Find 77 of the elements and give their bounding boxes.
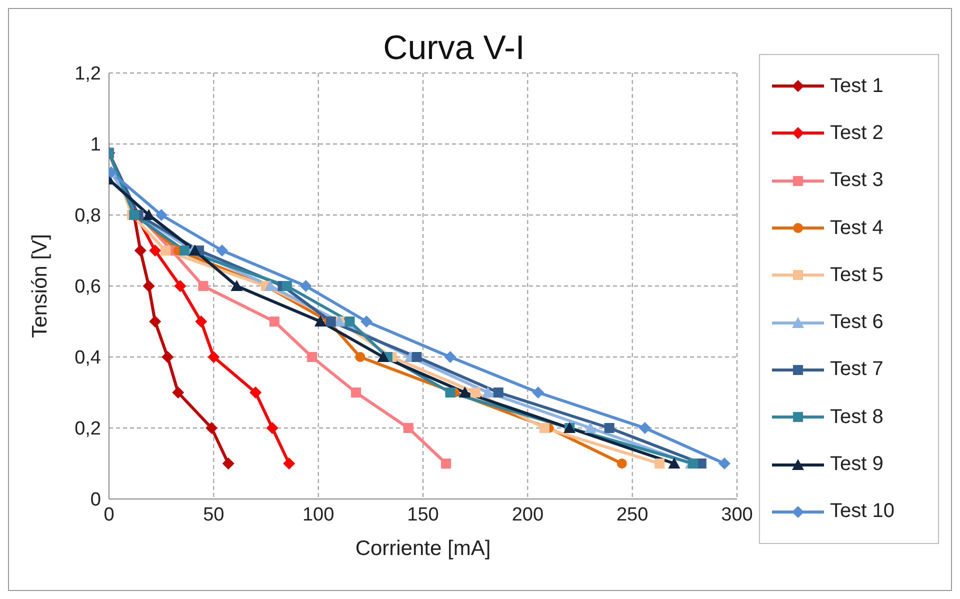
x-tick-label: 300 [721, 504, 753, 526]
point [149, 316, 162, 328]
point [444, 351, 456, 363]
point [616, 458, 627, 468]
point [360, 316, 372, 328]
chart-title: Curva V-I [382, 29, 526, 68]
legend-label: Test 2 [830, 122, 884, 145]
point [351, 388, 362, 398]
point [412, 352, 422, 362]
point [283, 458, 296, 470]
point [718, 458, 730, 470]
y-tick-label: 0,4 [74, 348, 102, 369]
point [160, 246, 171, 256]
point [532, 386, 544, 398]
point [142, 280, 155, 292]
point [250, 386, 262, 398]
point [688, 458, 698, 468]
point [134, 244, 146, 256]
x-axis-title: Corriente [mA] [355, 537, 491, 560]
x-tick-label: 0 [104, 504, 114, 526]
point [314, 316, 326, 326]
x-tick-label: 200 [512, 504, 544, 526]
x-tick-label: 150 [407, 504, 439, 526]
y-tick-label: 0,2 [74, 418, 101, 440]
point [668, 458, 680, 468]
point [307, 352, 318, 362]
point [604, 423, 614, 433]
x-tick-label: 100 [302, 504, 334, 526]
legend-label: Test 1 [830, 74, 884, 98]
point [355, 352, 366, 362]
x-tick-label: 250 [616, 504, 648, 526]
y-tick-label: 1 [90, 134, 101, 156]
point [179, 246, 190, 256]
point [470, 388, 480, 398]
x-tick-label: 50 [203, 504, 224, 526]
point [458, 386, 471, 398]
point [216, 244, 228, 256]
legend-label: Test 5 [830, 264, 884, 287]
point [149, 244, 162, 256]
point [208, 351, 220, 363]
point [539, 423, 550, 433]
point [172, 386, 184, 398]
point [493, 388, 504, 398]
legend-label: Test 9 [830, 453, 884, 476]
y-tick-label: 0,8 [74, 206, 101, 227]
legend-label: Test 10 [830, 500, 894, 524]
point [264, 280, 276, 291]
y-tick-label: 0,6 [74, 276, 101, 298]
point [300, 280, 312, 292]
point [269, 316, 280, 326]
point [174, 280, 186, 292]
point [222, 458, 234, 470]
legend-label: Test 6 [830, 311, 884, 334]
y-tick-label: 0 [90, 490, 101, 511]
point [584, 422, 596, 433]
point [282, 281, 292, 291]
point [441, 458, 452, 468]
point [266, 422, 278, 434]
legend-label: Test 7 [830, 358, 884, 382]
point [654, 458, 665, 468]
point [206, 422, 218, 434]
point [638, 422, 651, 434]
point [198, 281, 208, 291]
point [162, 351, 174, 363]
point [344, 316, 355, 326]
point [155, 209, 168, 221]
y-tick-label: 1,2 [74, 64, 101, 85]
legend-label: Test 4 [830, 216, 884, 240]
point [403, 423, 414, 433]
legend-label: Test 3 [830, 169, 884, 192]
point [377, 351, 390, 362]
point [195, 316, 208, 328]
legend-label: Test 8 [830, 406, 884, 429]
point [482, 386, 494, 398]
point [445, 388, 456, 398]
point [230, 280, 243, 291]
y-axis-title: Tensión [V] [28, 234, 52, 338]
